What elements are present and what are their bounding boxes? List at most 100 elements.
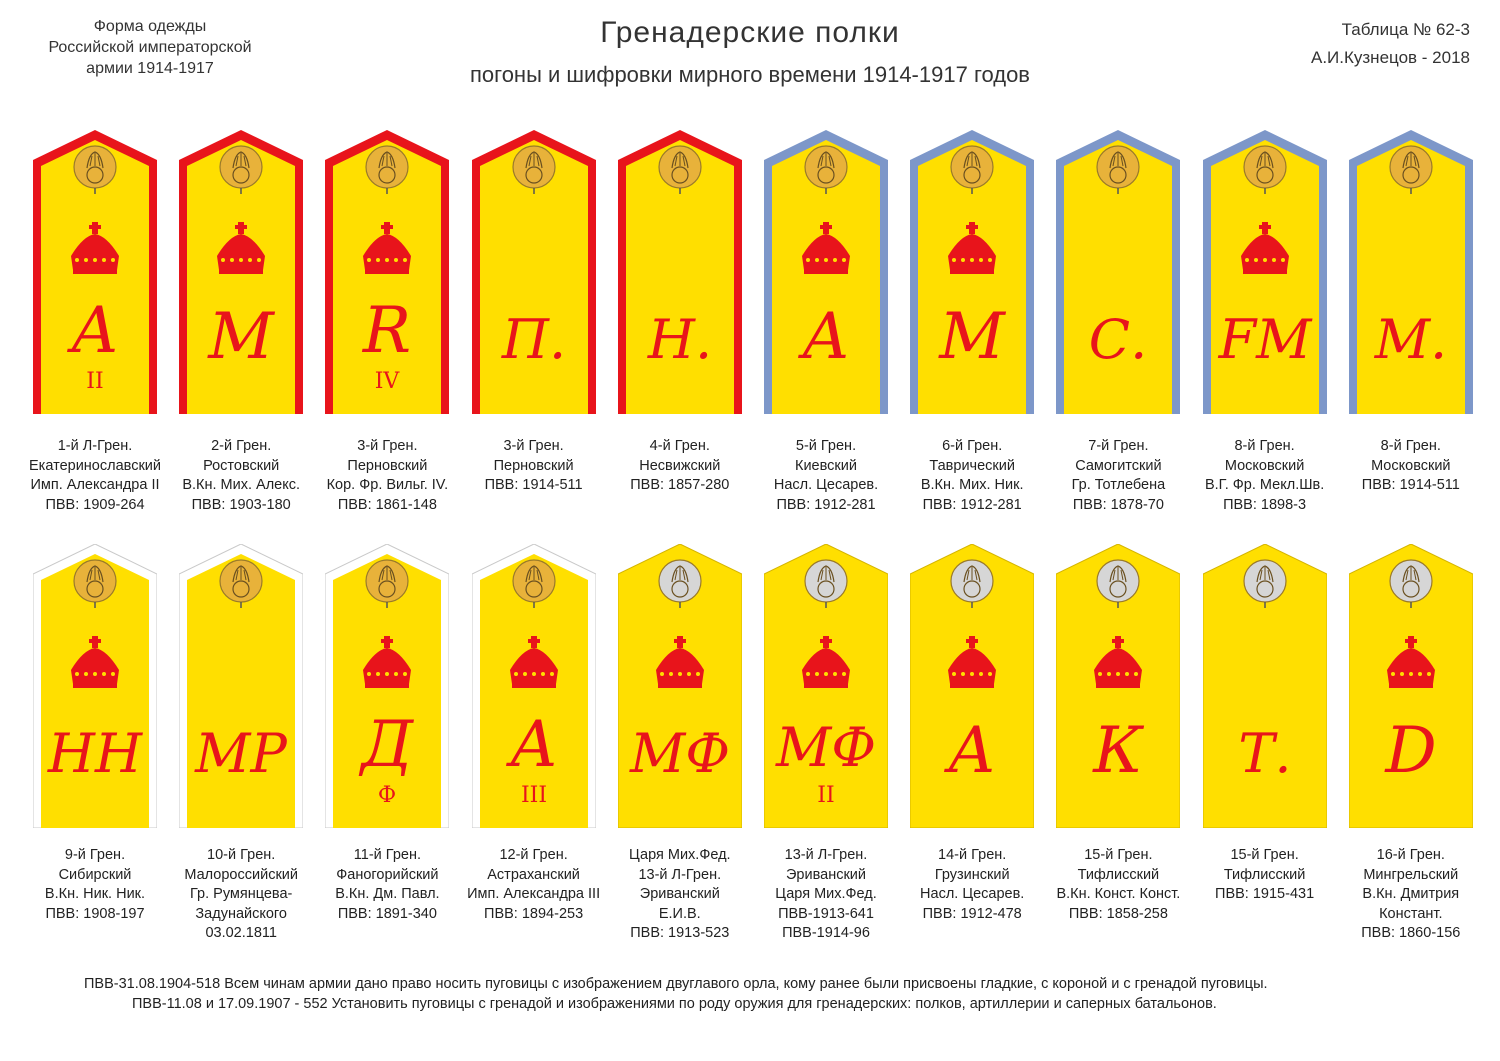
caption-line: Несвижский <box>639 457 721 474</box>
cipher-monogram: МФ <box>775 716 876 779</box>
table-number: Таблица № 62-3 <box>1341 20 1470 39</box>
strap-caption: 8-й Грен. Московский ПВВ: 1914-511 <box>1336 437 1486 496</box>
shoulder-strap-drawing: А <box>764 130 888 414</box>
cipher-monogram: МР <box>194 722 288 785</box>
caption-line: 11-й Грен. <box>353 847 421 863</box>
strap-field <box>479 140 588 414</box>
strap-caption: 2-й Грен. Ростовский В.Кн. Мих. Алекс. ПВВ:… <box>166 437 316 515</box>
grenade-button-icon <box>365 145 409 189</box>
strap-field <box>1064 140 1173 414</box>
cipher-monogram: М. <box>1374 308 1447 371</box>
caption-line: 6-й Грен. <box>942 438 1003 454</box>
shoulder-strap-drawing: ДФ <box>325 544 450 828</box>
caption-line: ПВВ: 1894-253 <box>484 905 584 922</box>
caption-line: В.Г. Фр. Мекл.Шв. <box>1204 477 1325 493</box>
caption-line: Эриванский <box>786 866 866 883</box>
caption-line: ПВВ: 1915-431 <box>1215 886 1315 902</box>
strap-caption: 15-й Грен. Тифлисский ПВВ: 1915-431 <box>1190 846 1340 905</box>
crown-icon <box>802 636 850 688</box>
shoulder-strap-drawing: П. <box>471 130 596 414</box>
strap-field <box>187 140 296 414</box>
grenade-button-icon <box>804 559 848 603</box>
caption-line: В.Кн. Мих. Ник. <box>920 477 1024 493</box>
cipher-monogram: С. <box>1089 308 1147 371</box>
caption-line: Московский <box>1371 457 1451 474</box>
grenade-button-icon <box>1242 145 1287 189</box>
caption-line: ПВВ: 1912-478 <box>922 905 1022 922</box>
caption-line: Таврический <box>929 457 1015 474</box>
caption-line: Малороссийский <box>184 866 298 883</box>
caption-line: Самогитский <box>1075 457 1162 474</box>
shoulder-strap-drawing: RIV <box>325 130 450 414</box>
shoulder-strap-drawing: МР <box>179 544 304 828</box>
grenade-button-icon <box>950 559 994 603</box>
caption-line: Перновский <box>347 457 428 474</box>
shoulder-strap: НН <box>33 544 157 828</box>
header-left-line: армии 1914-1917 <box>86 60 214 77</box>
caption-line: 16-й Грен. <box>1376 847 1445 863</box>
crown-icon <box>509 636 558 688</box>
caption-line: 13-й Л-Грен. <box>638 866 722 883</box>
shoulder-strap: М <box>179 130 304 414</box>
caption-line: Тифлисский <box>1223 866 1306 883</box>
caption-line: Гр. Тотлебена <box>1071 477 1166 493</box>
grenade-button-icon <box>804 145 848 189</box>
grenade-button-icon <box>950 145 994 189</box>
caption-line: Ростовский <box>203 457 280 474</box>
strap-field <box>187 554 296 828</box>
shoulder-strap: А <box>764 130 888 414</box>
caption-line: ПВВ: 1903-180 <box>191 496 291 513</box>
caption-line: Перновский <box>493 457 574 474</box>
strap-field <box>333 140 442 414</box>
caption-line: ПВВ: 1914-511 <box>484 477 583 493</box>
footer-line-2: ПВВ-11.08 и 17.09.1907 - 552 Установить … <box>132 996 1217 1012</box>
caption-line: Царя Мих.Фед. <box>628 847 731 863</box>
author-line: А.И.Кузнецов - 2018 <box>1310 48 1470 67</box>
shoulder-strap: А <box>910 544 1035 828</box>
shoulder-strap: Т. <box>1202 544 1327 828</box>
caption-line: ПВВ: 1912-281 <box>922 496 1022 513</box>
grenade-button-icon <box>658 559 702 603</box>
cipher-monogram: К <box>1093 714 1145 788</box>
crown-icon <box>1240 222 1289 274</box>
caption-line: ПВВ: 1860-156 <box>1361 925 1461 941</box>
caption-line: ПВВ-1913-641 <box>778 905 874 922</box>
caption-line: 8-й Грен. <box>1234 438 1295 454</box>
caption-line: Мингрельский <box>1363 866 1459 883</box>
strap-caption: 6-й Грен. Таврический В.Кн. Мих. Ник. ПВВ: … <box>897 437 1047 515</box>
shoulder-strap: П. <box>471 130 596 414</box>
caption-line: ПВВ: 1898-3 <box>1223 496 1307 513</box>
strap-caption: 7-й Грен. Самогитский Гр. Тотлебена ПВВ: 18… <box>1043 437 1193 515</box>
cipher-numeral: IV <box>375 369 401 394</box>
strap-caption: 14-й Грен. Грузинский Насл. Цесарев. ПВВ: 1… <box>897 846 1047 924</box>
caption-line: 4-й Грен. <box>649 438 710 454</box>
caption-line: 10-й Грен. <box>207 847 276 863</box>
caption-line: ПВВ: 1909-264 <box>45 496 145 513</box>
caption-line: 14-й Грен. <box>938 847 1007 863</box>
cipher-monogram: А <box>798 300 850 374</box>
caption-line: ПВВ: 1908-197 <box>45 905 145 922</box>
grenade-button-icon <box>511 145 556 189</box>
caption-line: Московский <box>1224 457 1305 474</box>
strap-caption: 9-й Грен. Сибирский В.Кн. Ник. Ник. ПВВ: 19… <box>20 846 170 924</box>
header-left-line: Форма одежды <box>93 18 207 35</box>
caption-line: Царя Мих.Фед. <box>775 886 877 902</box>
grenade-button-icon <box>1096 559 1140 603</box>
shoulder-strap-drawing: Н. <box>617 130 742 414</box>
strap-field <box>333 554 442 828</box>
cipher-monogram: А <box>505 708 557 782</box>
cipher-monogram: FM <box>1217 308 1312 371</box>
caption-line: Задунайского <box>195 905 287 922</box>
caption-line: 15-й Грен. <box>1230 847 1299 863</box>
grenade-button-icon <box>1389 559 1433 603</box>
caption-line: 8-й Грен. <box>1380 438 1441 454</box>
caption-line: 15-й Грен. <box>1084 847 1153 863</box>
shoulder-strap: МФ II <box>764 544 888 828</box>
grenade-button-icon <box>73 559 117 603</box>
caption-line: ПВВ: 1913-523 <box>630 925 730 941</box>
caption-line: 3-й Грен. <box>357 438 418 454</box>
footer-note: ПВВ-31.08.1904-518 Всем чинам армии дано… <box>0 974 1500 1014</box>
caption-line: Насл. Цесарев. <box>773 477 879 493</box>
shoulder-strap-drawing: М. <box>1348 130 1473 414</box>
